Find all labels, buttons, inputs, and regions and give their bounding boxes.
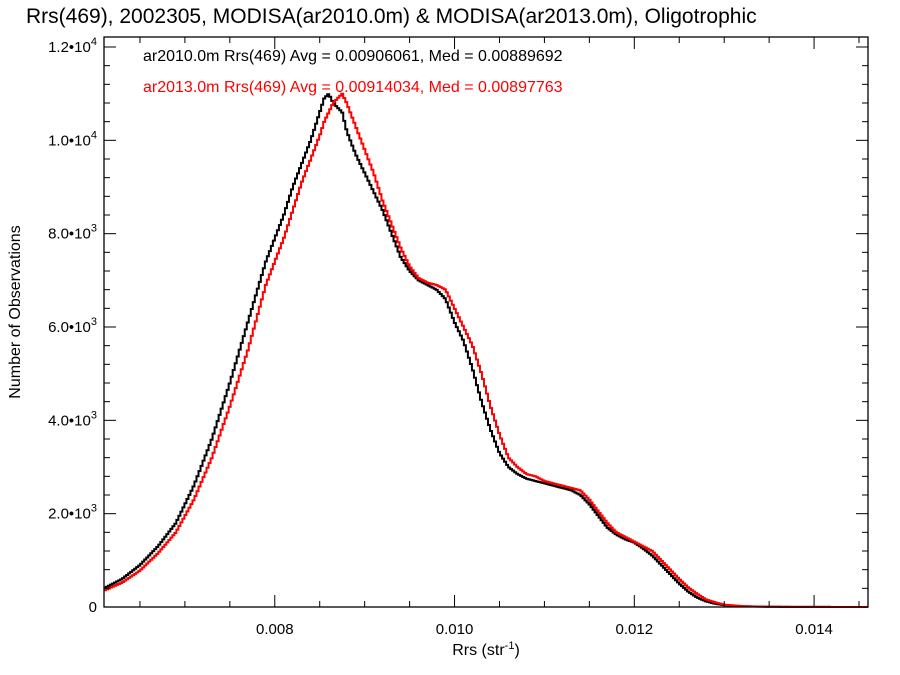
series-ar2013-line (104, 92, 868, 608)
x-tick-label: 0.012 (616, 621, 654, 638)
x-axis-label-sup: -1 (505, 640, 515, 652)
plot-frame (103, 36, 869, 608)
x-axis-label: Rrs (str-1) (452, 640, 520, 659)
x-axis-label-text: Rrs (str (452, 642, 505, 659)
y-tick-label: 6.0•103 (48, 316, 97, 336)
annotation-ar2010: ar2010.0m Rrs(469) Avg = 0.00906061, Med… (143, 48, 563, 65)
x-axis-label-close: ) (514, 642, 519, 659)
y-tick-label: 1.0•104 (48, 129, 97, 149)
series-layer (104, 92, 868, 608)
annotation-ar2013: ar2013.0m Rrs(469) Avg = 0.00914034, Med… (143, 79, 563, 96)
x-tick-label: 0.010 (436, 621, 474, 638)
x-tick-label: 0.008 (256, 621, 294, 638)
y-tick-label: 1.2•104 (48, 36, 97, 56)
y-tick-label: 0 (89, 599, 97, 616)
annotation-group: ar2010.0m Rrs(469) Avg = 0.00906061, Med… (143, 48, 563, 96)
x-tick-label: 0.014 (795, 621, 833, 638)
y-axis-label: Number of Observations (7, 225, 24, 398)
y-tick-label: 4.0•103 (48, 409, 97, 429)
y-tick-label: 2.0•103 (48, 503, 97, 523)
tick-layer: 0.008 0.010 0.012 0.014 0 2.0•103 4.0•103 6.0•1… (48, 36, 868, 638)
y-tick-label: 8.0•103 (48, 223, 97, 243)
chart-title: Rrs(469), 2002305, MODISA(ar2010.0m) & M… (26, 5, 757, 28)
